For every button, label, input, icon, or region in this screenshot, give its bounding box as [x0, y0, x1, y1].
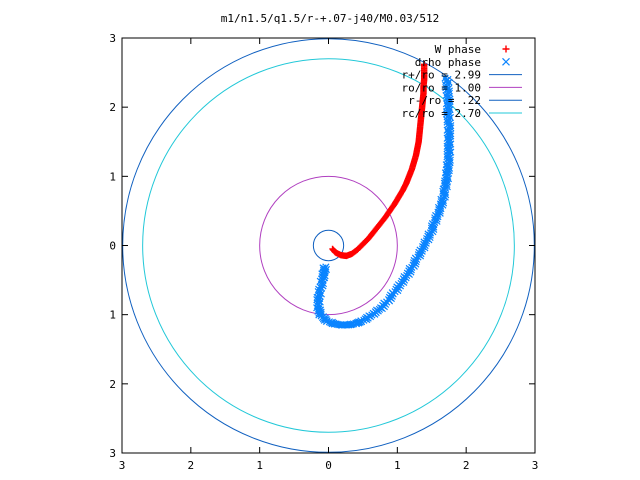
legend-label: ro/ro = 1.00	[402, 81, 481, 94]
x-tick-label: 1	[256, 459, 263, 472]
legend-label: drho phase	[415, 56, 481, 69]
point-marker-1	[424, 230, 432, 238]
legend-label: r+/ro = 2.99	[402, 69, 481, 82]
y-tick-label: 0	[109, 240, 116, 253]
y-tick-label: 3	[109, 32, 116, 45]
y-tick-label: 2	[109, 101, 116, 114]
y-tick-label: 2	[109, 378, 116, 391]
point-marker-0	[329, 245, 336, 253]
x-tick-label: 3	[119, 459, 126, 472]
legend-label: rc/ro = 2.70	[402, 107, 481, 120]
legend-label: W phase	[435, 43, 481, 56]
legend-symbol	[502, 57, 510, 66]
x-tick-label: 3	[532, 459, 539, 472]
chart-title: m1/n1.5/q1.5/r-+.07-j40/M0.03/512	[221, 12, 440, 25]
legend-symbol	[502, 45, 510, 53]
circle-series-5	[142, 58, 515, 433]
y-tick-label: 1	[109, 170, 116, 183]
circle-series-3	[259, 175, 398, 316]
point-marker-1	[322, 263, 330, 271]
point-marker-1	[328, 318, 336, 326]
y-tick-label: 3	[109, 447, 116, 460]
x-tick-label: 0	[325, 459, 332, 472]
x-tick-label: 2	[463, 459, 470, 472]
x-tick-label: 2	[188, 459, 195, 472]
circle-series-4	[312, 229, 345, 262]
legend-label: r-/ro = .22	[408, 94, 481, 107]
data-points	[313, 61, 455, 329]
x-tick-label: 1	[394, 459, 401, 472]
y-tick-label: 1	[109, 309, 116, 322]
